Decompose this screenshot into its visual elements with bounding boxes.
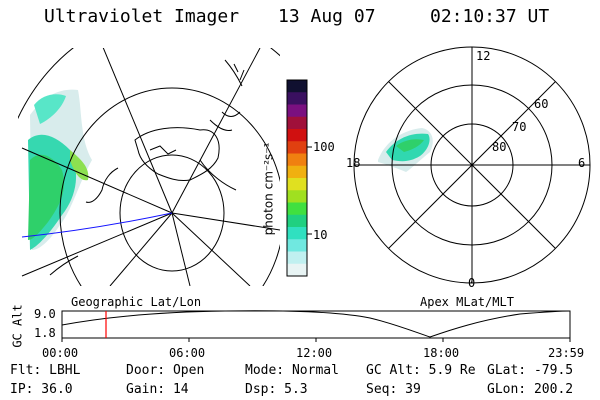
mlat-label-70: 70 <box>512 120 527 134</box>
instrument-title: Ultraviolet Imager <box>44 6 240 27</box>
status-glat: GLat: -79.5 <box>487 363 574 378</box>
colorbar-segment <box>287 104 307 118</box>
status-gc-alt: GC Alt: 5.9 Re <box>366 363 476 378</box>
colorbar-segment <box>287 178 307 191</box>
status-door: Door: Open <box>126 363 205 378</box>
mlat-label-60: 60 <box>534 97 549 111</box>
colorbar-unit-label: photon cm⁻²s⁻¹ <box>261 142 276 236</box>
colorbar-segment <box>287 116 307 130</box>
aurora-peak-magnetic <box>396 139 424 152</box>
mlt-radials <box>354 47 590 283</box>
time-axis-ticks <box>61 338 571 342</box>
mlt-label-left: 18 <box>346 156 361 170</box>
mlt-label-bottom: 0 <box>468 276 476 290</box>
status-gain: Gain: 14 <box>126 382 189 397</box>
colorbar-segment <box>287 129 307 142</box>
magnetic-caption: Apex MLat/MLT <box>420 295 514 309</box>
geographic-caption: Geographic Lat/Lon <box>71 295 202 309</box>
status-seq: Seq: 39 <box>366 382 421 397</box>
mlt-label-right: 6 <box>578 156 586 170</box>
altitude-curve <box>61 310 571 338</box>
mlt-label-top: 12 <box>476 49 491 63</box>
status-mode: Mode: Normal <box>245 363 339 378</box>
coastlines <box>49 59 245 276</box>
date-label: 13 Aug 07 <box>278 6 376 27</box>
geographic-grid <box>18 48 280 286</box>
magnetic-polar-plot <box>353 46 591 284</box>
status-dsp: Dsp: 5.3 <box>245 382 308 397</box>
colorbar-segment <box>287 239 307 252</box>
colorbar-segment <box>287 92 307 105</box>
colorbar-label-100: 100 <box>313 140 335 154</box>
colorbar-segment <box>287 251 307 265</box>
colorbar-segment <box>287 80 307 93</box>
colorbar-frame <box>286 79 308 277</box>
time-tick-1800: 18:00 <box>423 346 460 360</box>
geographic-map <box>18 48 280 286</box>
altitude-strip-plot <box>61 310 571 342</box>
colorbar-segment <box>287 165 307 179</box>
time-tick-0000: 00:00 <box>42 346 79 360</box>
status-glon: GLon: 200.2 <box>487 382 574 397</box>
altitude-tick-1-8: 1.8 <box>34 326 56 340</box>
status-filter: Flt: LBHL <box>10 363 81 378</box>
colorbar-segment <box>287 141 307 154</box>
colorbar-segment <box>287 190 307 203</box>
altitude-axis-label: GC Alt <box>10 304 25 348</box>
colorbar-segment <box>287 227 307 240</box>
altitude-tick-9: 9.0 <box>34 307 56 321</box>
colorbar-segment <box>287 202 307 216</box>
colorbar <box>286 79 312 277</box>
aurora-patch-geographic <box>28 89 92 250</box>
time-label: 02:10:37 UT <box>430 6 550 27</box>
colorbar-gradient <box>287 80 307 277</box>
time-tick-1200: 12:00 <box>296 346 333 360</box>
colorbar-label-10: 10 <box>313 228 328 242</box>
colorbar-segment <box>287 214 307 228</box>
time-tick-2359: 23:59 <box>548 346 585 360</box>
ground-track <box>21 212 173 238</box>
mlat-circles <box>353 46 591 284</box>
mlat-label-80: 80 <box>492 140 507 154</box>
colorbar-segment <box>287 153 307 167</box>
colorbar-segment <box>287 263 307 277</box>
status-ip: IP: 36.0 <box>10 382 73 397</box>
time-tick-0600: 06:00 <box>169 346 206 360</box>
